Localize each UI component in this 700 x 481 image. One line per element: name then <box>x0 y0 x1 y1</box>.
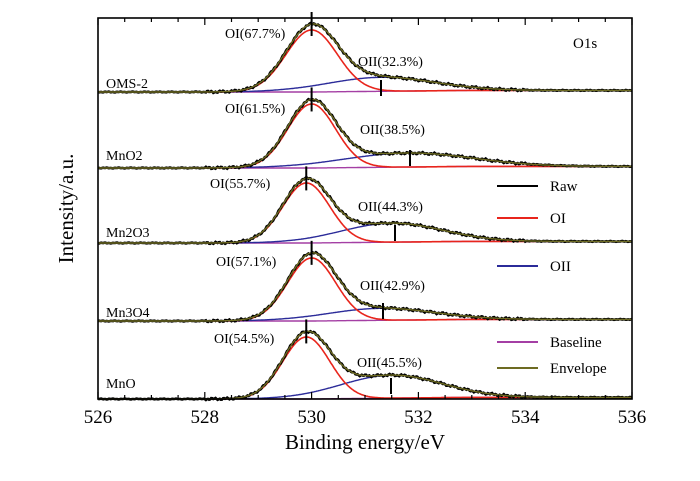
legend-label: OII <box>550 259 571 275</box>
x-tick-label: 532 <box>404 407 433 428</box>
text-layer: OI(67.7%) OII(32.3%) OMS-2 OI(61.5%) OII(38.… <box>54 27 646 454</box>
x-tick-label: 534 <box>511 407 540 428</box>
legend-label: Raw <box>550 179 578 195</box>
sample-name-label: MnO <box>106 377 136 392</box>
oi-percentage-label: OI(55.7%) <box>210 177 271 192</box>
x-tick-label: 528 <box>191 407 220 428</box>
oii-percentage-label: OII(32.3%) <box>358 55 423 70</box>
envelope-line <box>98 252 632 322</box>
envelope-line <box>98 23 632 93</box>
plot-frame <box>97 17 633 400</box>
oii-percentage-label: OII(38.5%) <box>360 123 425 138</box>
envelope-line <box>98 98 632 169</box>
envelope-line <box>98 177 632 244</box>
x-tick-label: 526 <box>84 407 113 428</box>
oi-percentage-label: OI(61.5%) <box>225 102 286 117</box>
oi-percentage-label: OI(54.5%) <box>214 332 275 347</box>
x-tick-label: 536 <box>618 407 647 428</box>
x-axis-title: Binding energy/eV <box>285 430 445 454</box>
oii-percentage-label: OII(44.3%) <box>358 200 423 215</box>
oi-percentage-label: OI(67.7%) <box>225 27 286 42</box>
legend-label: Baseline <box>550 335 602 351</box>
sample-name-label: Mn3O4 <box>106 306 150 321</box>
y-axis-title: Intensity/a.u. <box>54 154 78 264</box>
oii-percentage-label: OII(42.9%) <box>360 279 425 294</box>
x-tick-label: 530 <box>297 407 326 428</box>
oi-percentage-label: OI(57.1%) <box>216 255 277 270</box>
sample-name-label: OMS-2 <box>106 77 148 92</box>
oii-percentage-label: OII(45.5%) <box>357 356 422 371</box>
sample-name-label: MnO2 <box>106 149 143 164</box>
legend-label: OI <box>550 211 566 227</box>
sample-name-label: Mn2O3 <box>106 226 150 241</box>
legend-label: Envelope <box>550 361 607 377</box>
panel-label: O1s <box>573 36 597 52</box>
